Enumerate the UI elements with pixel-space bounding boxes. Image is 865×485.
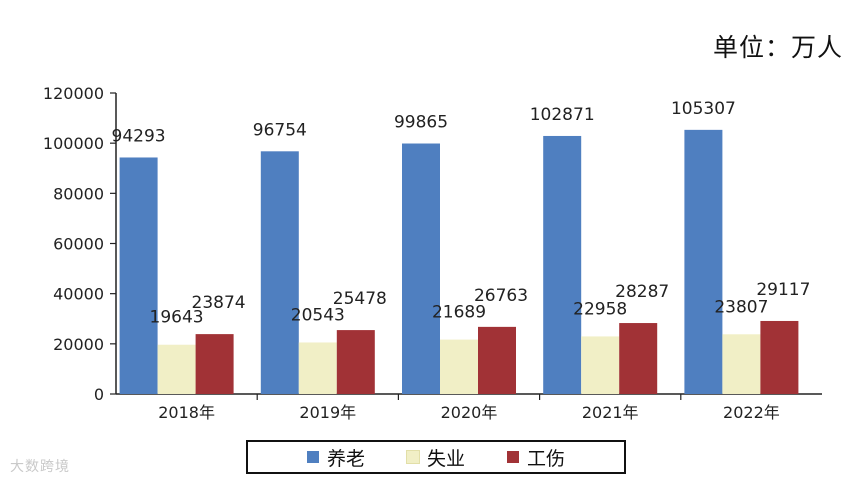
legend-label-pension: 养老	[326, 447, 365, 470]
data-label-unemployment: 21689	[432, 303, 486, 323]
data-label-pension: 96754	[253, 120, 307, 140]
data-label-injury: 23874	[192, 293, 246, 313]
data-label-pension: 105307	[671, 99, 736, 119]
watermark: 大数跨境	[10, 459, 70, 475]
data-label-unemployment: 20543	[291, 305, 345, 325]
legend-item-injury: 工伤	[507, 444, 565, 471]
bar-unemployment	[157, 344, 196, 394]
bar-injury	[195, 334, 234, 394]
data-label-pension: 94293	[112, 126, 166, 146]
x-tick-label: 2021年	[582, 403, 639, 422]
y-tick-label: 100000	[43, 134, 104, 153]
y-tick-label: 40000	[53, 285, 104, 304]
data-label-pension: 99865	[394, 113, 448, 133]
y-tick-label: 60000	[53, 235, 104, 254]
bar-unemployment	[722, 334, 761, 394]
data-label-injury: 25478	[333, 289, 387, 309]
data-label-injury: 28287	[615, 282, 669, 302]
legend-label-unemployment: 失业	[426, 447, 465, 470]
bar-injury	[619, 323, 658, 394]
legend-item-pension: 养老	[306, 444, 365, 471]
y-tick-label: 80000	[53, 184, 104, 203]
data-label-pension: 102871	[530, 105, 595, 125]
x-tick-label: 2018年	[158, 403, 215, 422]
legend: 养老 失业 工伤	[246, 440, 626, 474]
unit-label: 单位：万人	[712, 33, 843, 62]
y-tick-label: 20000	[53, 335, 104, 354]
bar-pension	[402, 143, 440, 394]
x-tick-label: 2020年	[441, 403, 498, 422]
data-label-unemployment: 19643	[150, 308, 204, 328]
x-tick-label: 2019年	[299, 403, 356, 422]
legend-item-unemployment: 失业	[405, 444, 465, 471]
bar-unemployment	[581, 336, 620, 394]
legend-label-injury: 工伤	[527, 447, 566, 470]
legend-swatch-pension	[306, 451, 319, 463]
bar-pension	[260, 151, 299, 394]
bar-injury	[760, 320, 799, 394]
legend-swatch-injury	[507, 451, 519, 463]
bar-unemployment	[298, 342, 337, 394]
y-tick-label: 120000	[43, 84, 104, 103]
data-label-unemployment: 23807	[714, 297, 768, 317]
bar-injury	[478, 326, 516, 394]
bar-injury	[336, 330, 375, 394]
y-tick-label: 0	[94, 385, 104, 404]
legend-swatch-unemployment	[405, 450, 420, 464]
bar-pension	[119, 157, 158, 394]
bar-pension	[684, 129, 723, 395]
bar-pension	[543, 135, 582, 394]
x-tick-label: 2022年	[723, 403, 780, 422]
data-label-injury: 29117	[756, 280, 810, 300]
data-label-unemployment: 22958	[573, 299, 627, 319]
data-label-injury: 26763	[474, 286, 528, 306]
bar-unemployment	[440, 339, 478, 394]
